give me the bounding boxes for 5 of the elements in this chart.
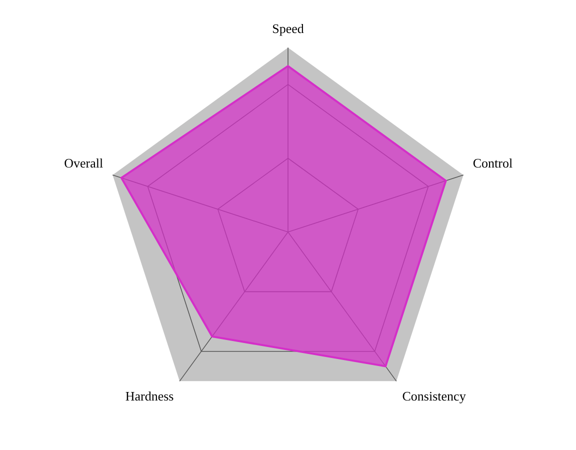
spoke-label: Speed [272, 21, 304, 36]
spoke-label: Hardness [125, 388, 174, 404]
spoke-label: Consistency [402, 388, 466, 404]
spoke-label: Control [472, 156, 513, 171]
spoke-label: Overall [64, 156, 104, 171]
